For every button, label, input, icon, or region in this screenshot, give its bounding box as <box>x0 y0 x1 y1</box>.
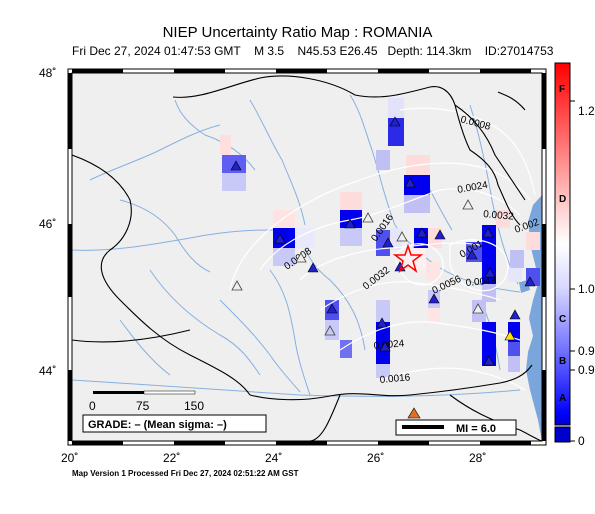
mi-legend-box <box>395 419 517 436</box>
black-sea <box>526 195 542 441</box>
station-triangle <box>362 212 374 223</box>
colorbar-letter-b: B <box>559 356 566 367</box>
event-datetime: Fri Dec 27, 2024 01:47:53 GMT <box>72 44 241 58</box>
lon-tick-label: 24˚ <box>265 451 282 465</box>
map-title: NIEP Uncertainty Ratio Map : ROMANIA <box>162 24 433 41</box>
lat-tick-label: 44˚ <box>39 364 56 378</box>
station-triangle <box>379 341 391 352</box>
event-id: ID:27014753 <box>484 44 554 58</box>
station-triangle <box>389 116 401 127</box>
event-location: N45.53 E26.45 <box>297 44 378 58</box>
rivers <box>72 94 521 397</box>
contour-label: 0.0048 <box>465 275 497 289</box>
lat-tick-label: 48˚ <box>39 66 56 80</box>
scale-label-150: 150 <box>184 399 204 413</box>
station-triangle <box>376 317 388 328</box>
station-triangle <box>295 252 307 263</box>
event-magnitude: M 3.5 <box>254 44 285 58</box>
epicenter-star <box>392 243 424 273</box>
scale-label-0: 0 <box>89 399 96 413</box>
station-triangle <box>466 249 478 260</box>
station-triangle <box>483 355 495 366</box>
scale-bar: 0 75 150 <box>89 390 204 413</box>
colorbar-letter-a: A <box>559 393 566 404</box>
mi-legend-line <box>402 425 444 429</box>
colorbar-value: 0.9 <box>578 363 595 377</box>
country-borders <box>72 75 542 441</box>
colorbar-value: 0.9 <box>578 344 595 358</box>
station-triangle <box>396 231 408 242</box>
station-triangle <box>462 199 474 210</box>
map-frame <box>67 68 547 446</box>
colorbar-letter-f: F <box>559 84 565 95</box>
grade-box <box>82 414 267 433</box>
station-triangle <box>504 330 516 341</box>
event-subtitle: Fri Dec 27, 2024 01:47:53 GMT M 3.5 N45.… <box>72 44 553 58</box>
station-triangle <box>382 237 394 248</box>
contour-label: 0.0032 <box>483 209 515 223</box>
lat-tick-label: 46˚ <box>39 217 56 231</box>
lon-tick-labels: 20˚ 22˚ 24˚ 26˚ 28˚ <box>61 451 486 465</box>
ratio-grid <box>220 98 540 378</box>
mi-legend-text: MI = 6.0 <box>456 423 496 435</box>
station-triangle <box>326 303 338 314</box>
station-triangle <box>231 280 243 291</box>
station-triangle <box>416 227 428 238</box>
colorbar-letter-d: D <box>559 194 566 205</box>
lon-tick-label: 22˚ <box>163 451 180 465</box>
colorbar-value: 0 <box>578 434 585 448</box>
contour-label: 0.0024 <box>457 180 489 196</box>
station-triangle <box>524 276 536 287</box>
lon-tick-label: 26˚ <box>367 451 384 465</box>
station-triangle <box>344 218 356 229</box>
station-triangle <box>404 177 416 188</box>
grade-text: GRADE: – (Mean sigma: –) <box>88 419 227 431</box>
contour-label: 0.0016 <box>379 372 411 386</box>
station-triangle <box>484 267 496 278</box>
scale-label-75: 75 <box>136 399 150 413</box>
lon-tick-label: 28˚ <box>469 451 486 465</box>
station-triangle <box>482 227 494 238</box>
colorbar-letter-c: C <box>559 314 566 325</box>
station-triangle <box>407 407 421 419</box>
event-depth: Depth: 114.3km <box>387 44 472 58</box>
station-triangle <box>324 325 336 336</box>
footer-processed: Map Version 1 Processed Fri Dec 27, 2024… <box>72 469 299 478</box>
colorbar-value: 1.2 <box>578 104 595 118</box>
station-triangle <box>434 229 446 240</box>
station-triangle <box>428 293 440 304</box>
station-triangle <box>472 303 484 314</box>
colorbar: F D C B A 1.2 1.0 0.9 0.9 0 <box>554 62 595 448</box>
station-triangle <box>307 262 319 273</box>
lat-tick-labels: 48˚ 46˚ 44˚ <box>39 66 56 378</box>
station-triangle <box>509 309 521 320</box>
station-triangle <box>274 233 286 244</box>
lon-tick-label: 20˚ <box>61 451 78 465</box>
station-triangle <box>230 160 242 171</box>
colorbar-value: 1.0 <box>578 282 595 296</box>
